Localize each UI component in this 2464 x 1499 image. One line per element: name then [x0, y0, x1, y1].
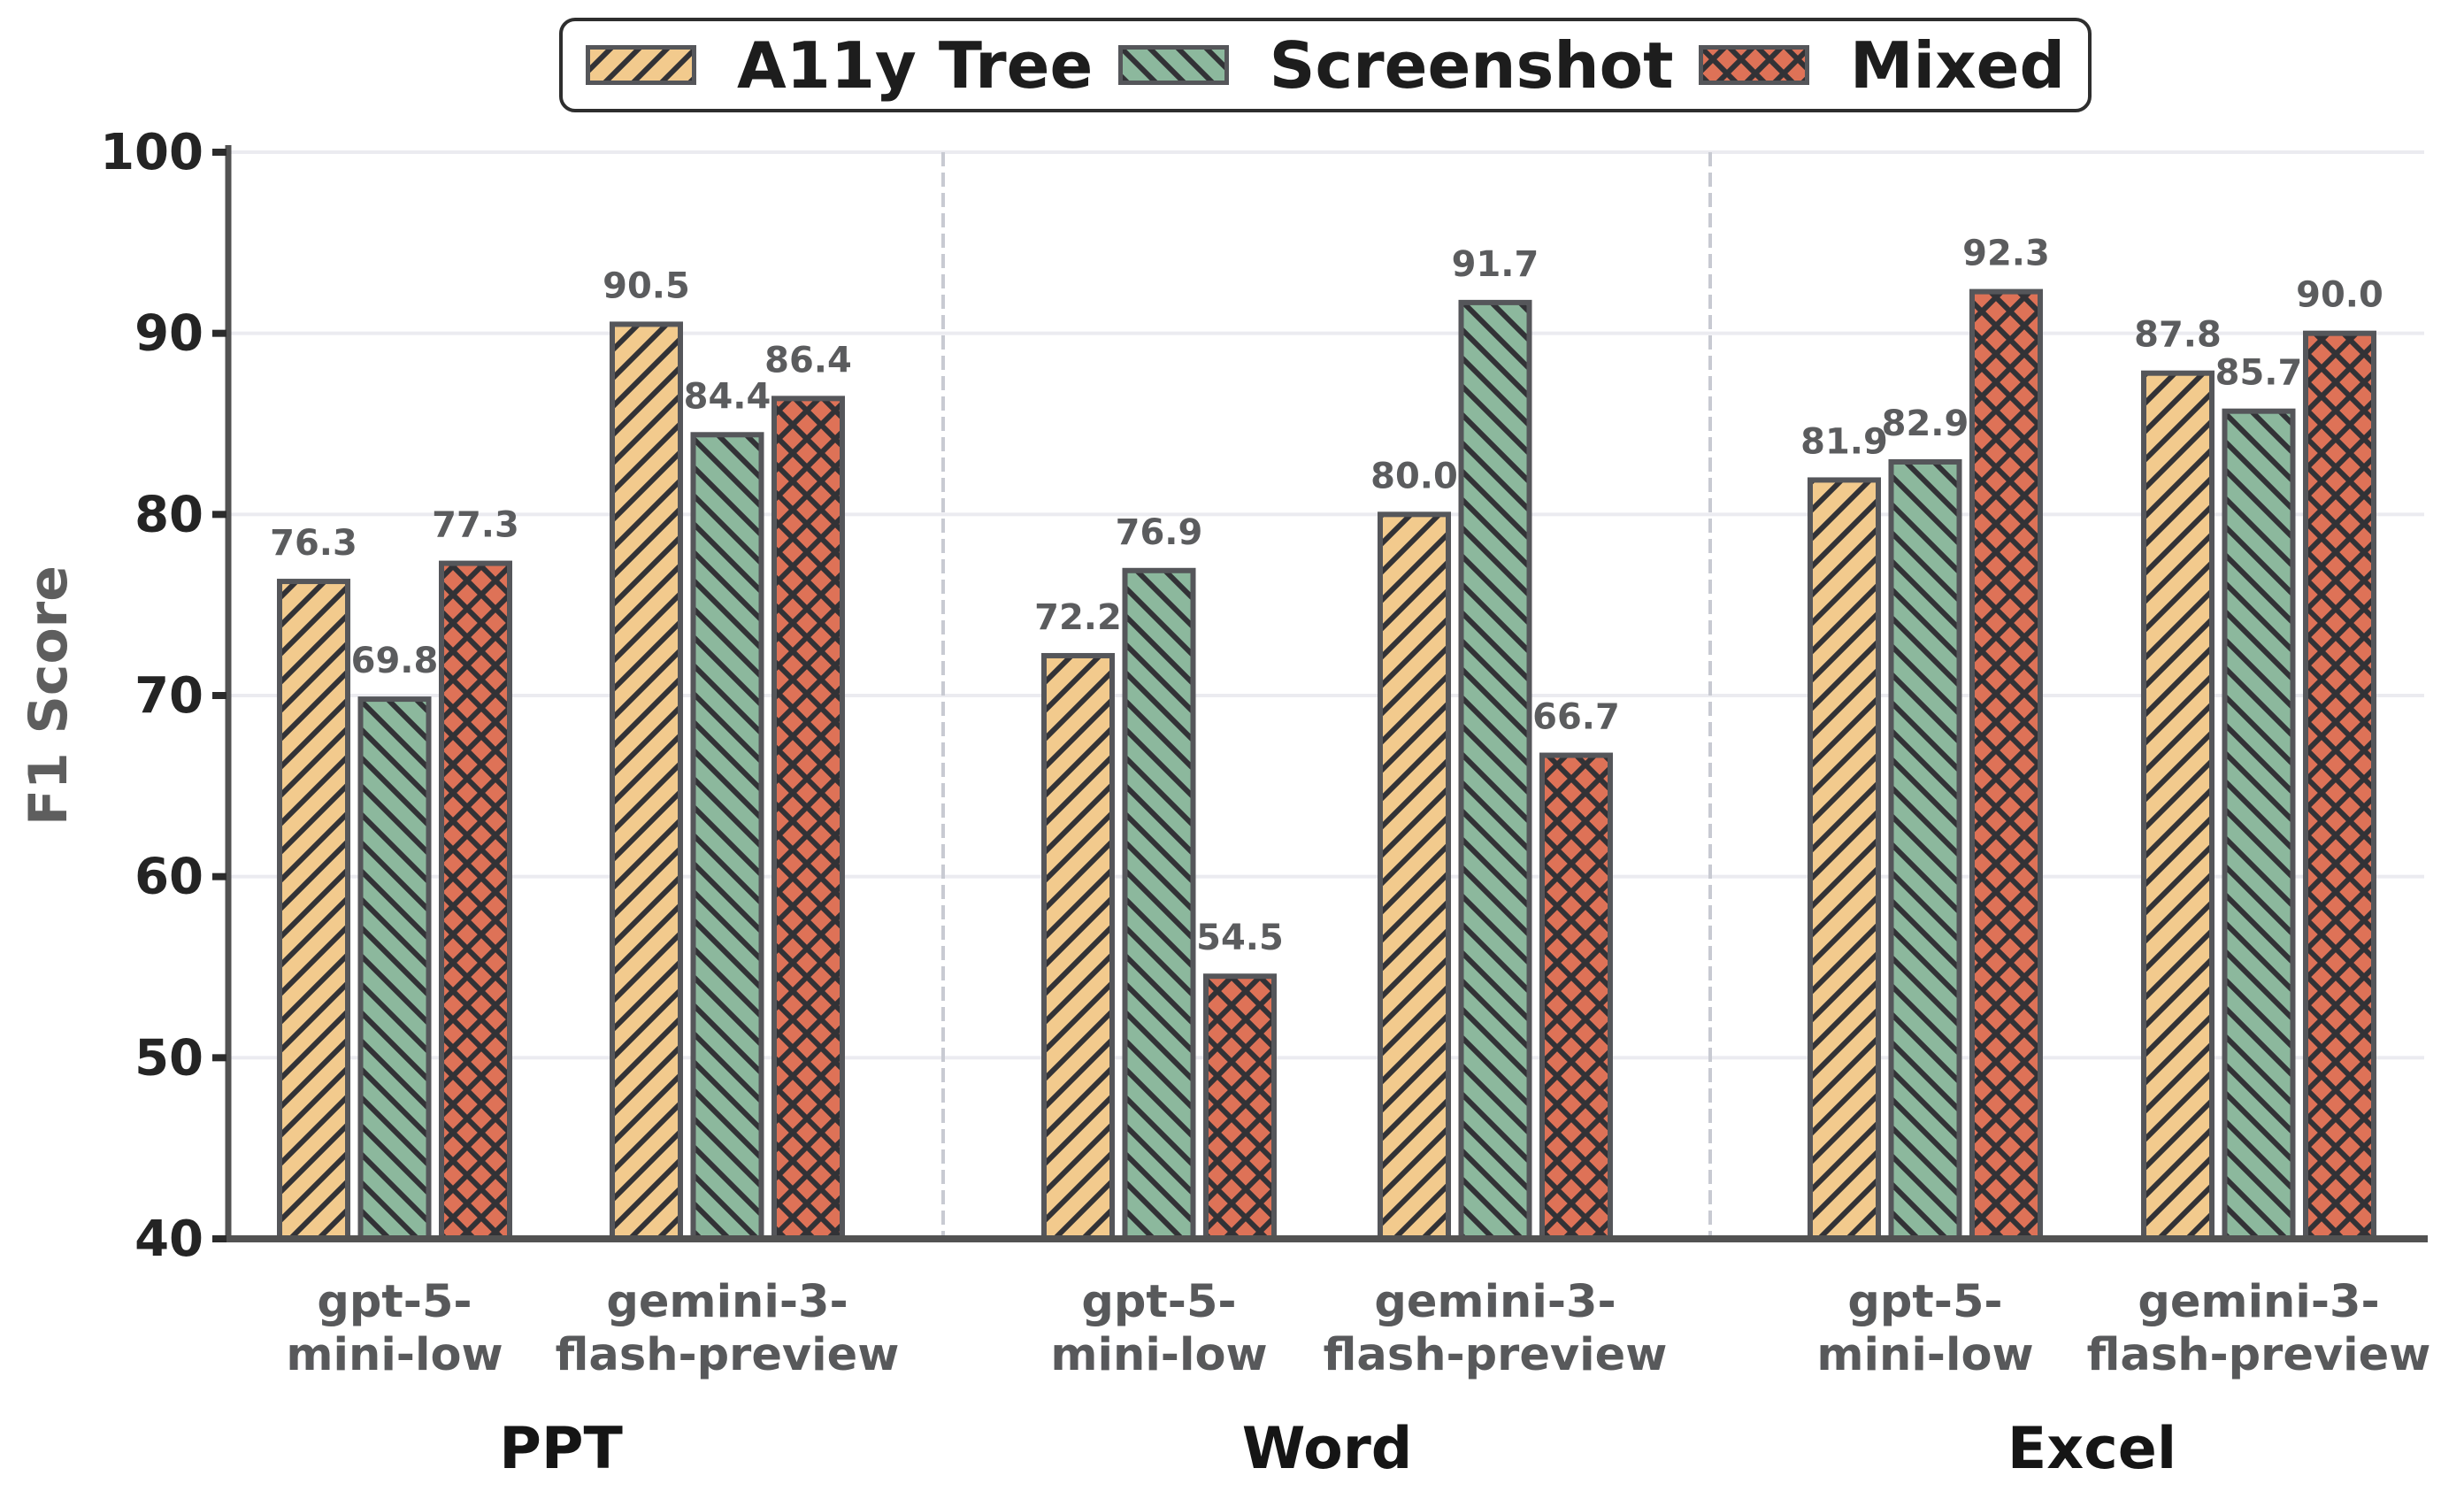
legend-item-screenshot: Screenshot: [1117, 27, 1674, 103]
legend-item-mixed: Mixed: [1698, 27, 2065, 103]
bar-value-label: 72.2: [1034, 597, 1122, 638]
legend-swatch-screenshot: [1117, 45, 1229, 85]
bar-mixed-gpt-5-mini-low-ppt: [439, 560, 512, 1241]
x-tick-label-gemini-3-flash-preview: gemini-3-flash-preview: [2087, 1276, 2431, 1381]
x-tick-label-gemini-3-flash-preview: gemini-3-flash-preview: [556, 1276, 900, 1381]
bar-mixed-gemini-3-flash-preview-excel: [2303, 330, 2376, 1241]
bar-value-label: 90.0: [2296, 275, 2383, 316]
bar-value-label: 76.9: [1116, 512, 1203, 553]
bar-mixed-gemini-3-flash-preview-ppt: [771, 396, 845, 1241]
bar-screenshot-gemini-3-flash-preview-excel: [2222, 408, 2296, 1241]
group-label-word: Word: [1242, 1416, 1413, 1482]
bar-value-label: 90.5: [603, 265, 690, 306]
bar-screenshot-gpt-5-mini-low-word: [1122, 567, 1196, 1241]
x-tick-label-gpt-5-mini-low: gpt-5-mini-low: [1816, 1276, 2033, 1381]
bar-screenshot-gpt-5-mini-low-excel: [1888, 458, 1962, 1241]
bar-a11y-tree-gpt-5-mini-low-ppt: [277, 579, 350, 1241]
y-tick-label-100: 100: [100, 124, 203, 181]
legend-label-mixed: Mixed: [1849, 27, 2065, 103]
bar-value-label: 54.5: [1196, 918, 1284, 958]
y-axis-title: F1 Score: [18, 565, 80, 826]
bar-a11y-tree-gpt-5-mini-low-word: [1041, 652, 1115, 1241]
bar-value-label: 69.8: [351, 641, 439, 681]
bar-screenshot-gemini-3-flash-preview-word: [1458, 299, 1532, 1242]
bar-mixed-gemini-3-flash-preview-word: [1539, 752, 1613, 1241]
bar-a11y-tree-gemini-3-flash-preview-ppt: [610, 321, 683, 1241]
bar-value-label: 82.9: [1882, 404, 1969, 444]
y-tick-label-80: 80: [134, 486, 203, 543]
legend-label-a11y-tree: A11y Tree: [737, 27, 1094, 103]
bar-value-label: 66.7: [1532, 697, 1620, 738]
y-tick-label-40: 40: [134, 1211, 203, 1268]
y-tick-label-50: 50: [134, 1029, 203, 1087]
y-tick-label-70: 70: [134, 667, 203, 725]
legend-swatch-graphic: [1117, 45, 1229, 85]
x-tick-label-gpt-5-mini-low: gpt-5-mini-low: [286, 1276, 503, 1381]
y-tick-label-90: 90: [134, 305, 203, 363]
bar-mixed-gpt-5-mini-low-excel: [1969, 288, 2043, 1241]
legend-swatch-graphic: [586, 45, 696, 85]
group-label-excel: Excel: [2007, 1416, 2176, 1482]
legend-swatch-a11y-tree: [586, 45, 696, 85]
bar-mixed-gpt-5-mini-low-word: [1203, 973, 1277, 1241]
bar-a11y-tree-gpt-5-mini-low-excel: [1808, 477, 1881, 1241]
bar-value-label: 80.0: [1370, 456, 1458, 496]
y-tick-label-60: 60: [134, 849, 203, 906]
bar-screenshot-gemini-3-flash-preview-ppt: [690, 432, 764, 1241]
legend-swatch-graphic: [1698, 45, 1809, 85]
legend-label-screenshot: Screenshot: [1269, 27, 1674, 103]
bar-value-label: 87.8: [2134, 315, 2222, 356]
bar-value-label: 91.7: [1452, 244, 1539, 285]
x-tick-label-gpt-5-mini-low: gpt-5-mini-low: [1050, 1276, 1267, 1381]
bar-a11y-tree-gemini-3-flash-preview-excel: [2141, 370, 2215, 1241]
bar-value-label: 92.3: [1962, 234, 2050, 274]
group-label-ppt: PPT: [499, 1416, 623, 1482]
bar-value-label: 77.3: [432, 505, 519, 546]
bar-screenshot-gpt-5-mini-low-ppt: [357, 696, 432, 1241]
bar-value-label: 84.4: [684, 376, 771, 417]
legend-item-a11y-tree: A11y Tree: [586, 34, 1093, 97]
bar-value-label: 81.9: [1800, 421, 1888, 462]
bar-value-label: 85.7: [2215, 353, 2303, 394]
bar-a11y-tree-gemini-3-flash-preview-word: [1378, 511, 1451, 1241]
legend-swatch-mixed: [1698, 45, 1809, 85]
legend: A11y Tree Screenshot Mixed: [559, 18, 2092, 112]
x-tick-label-gemini-3-flash-preview: gemini-3-flash-preview: [1324, 1276, 1668, 1381]
bar-value-label: 86.4: [764, 340, 852, 381]
bar-value-label: 76.3: [270, 523, 357, 564]
